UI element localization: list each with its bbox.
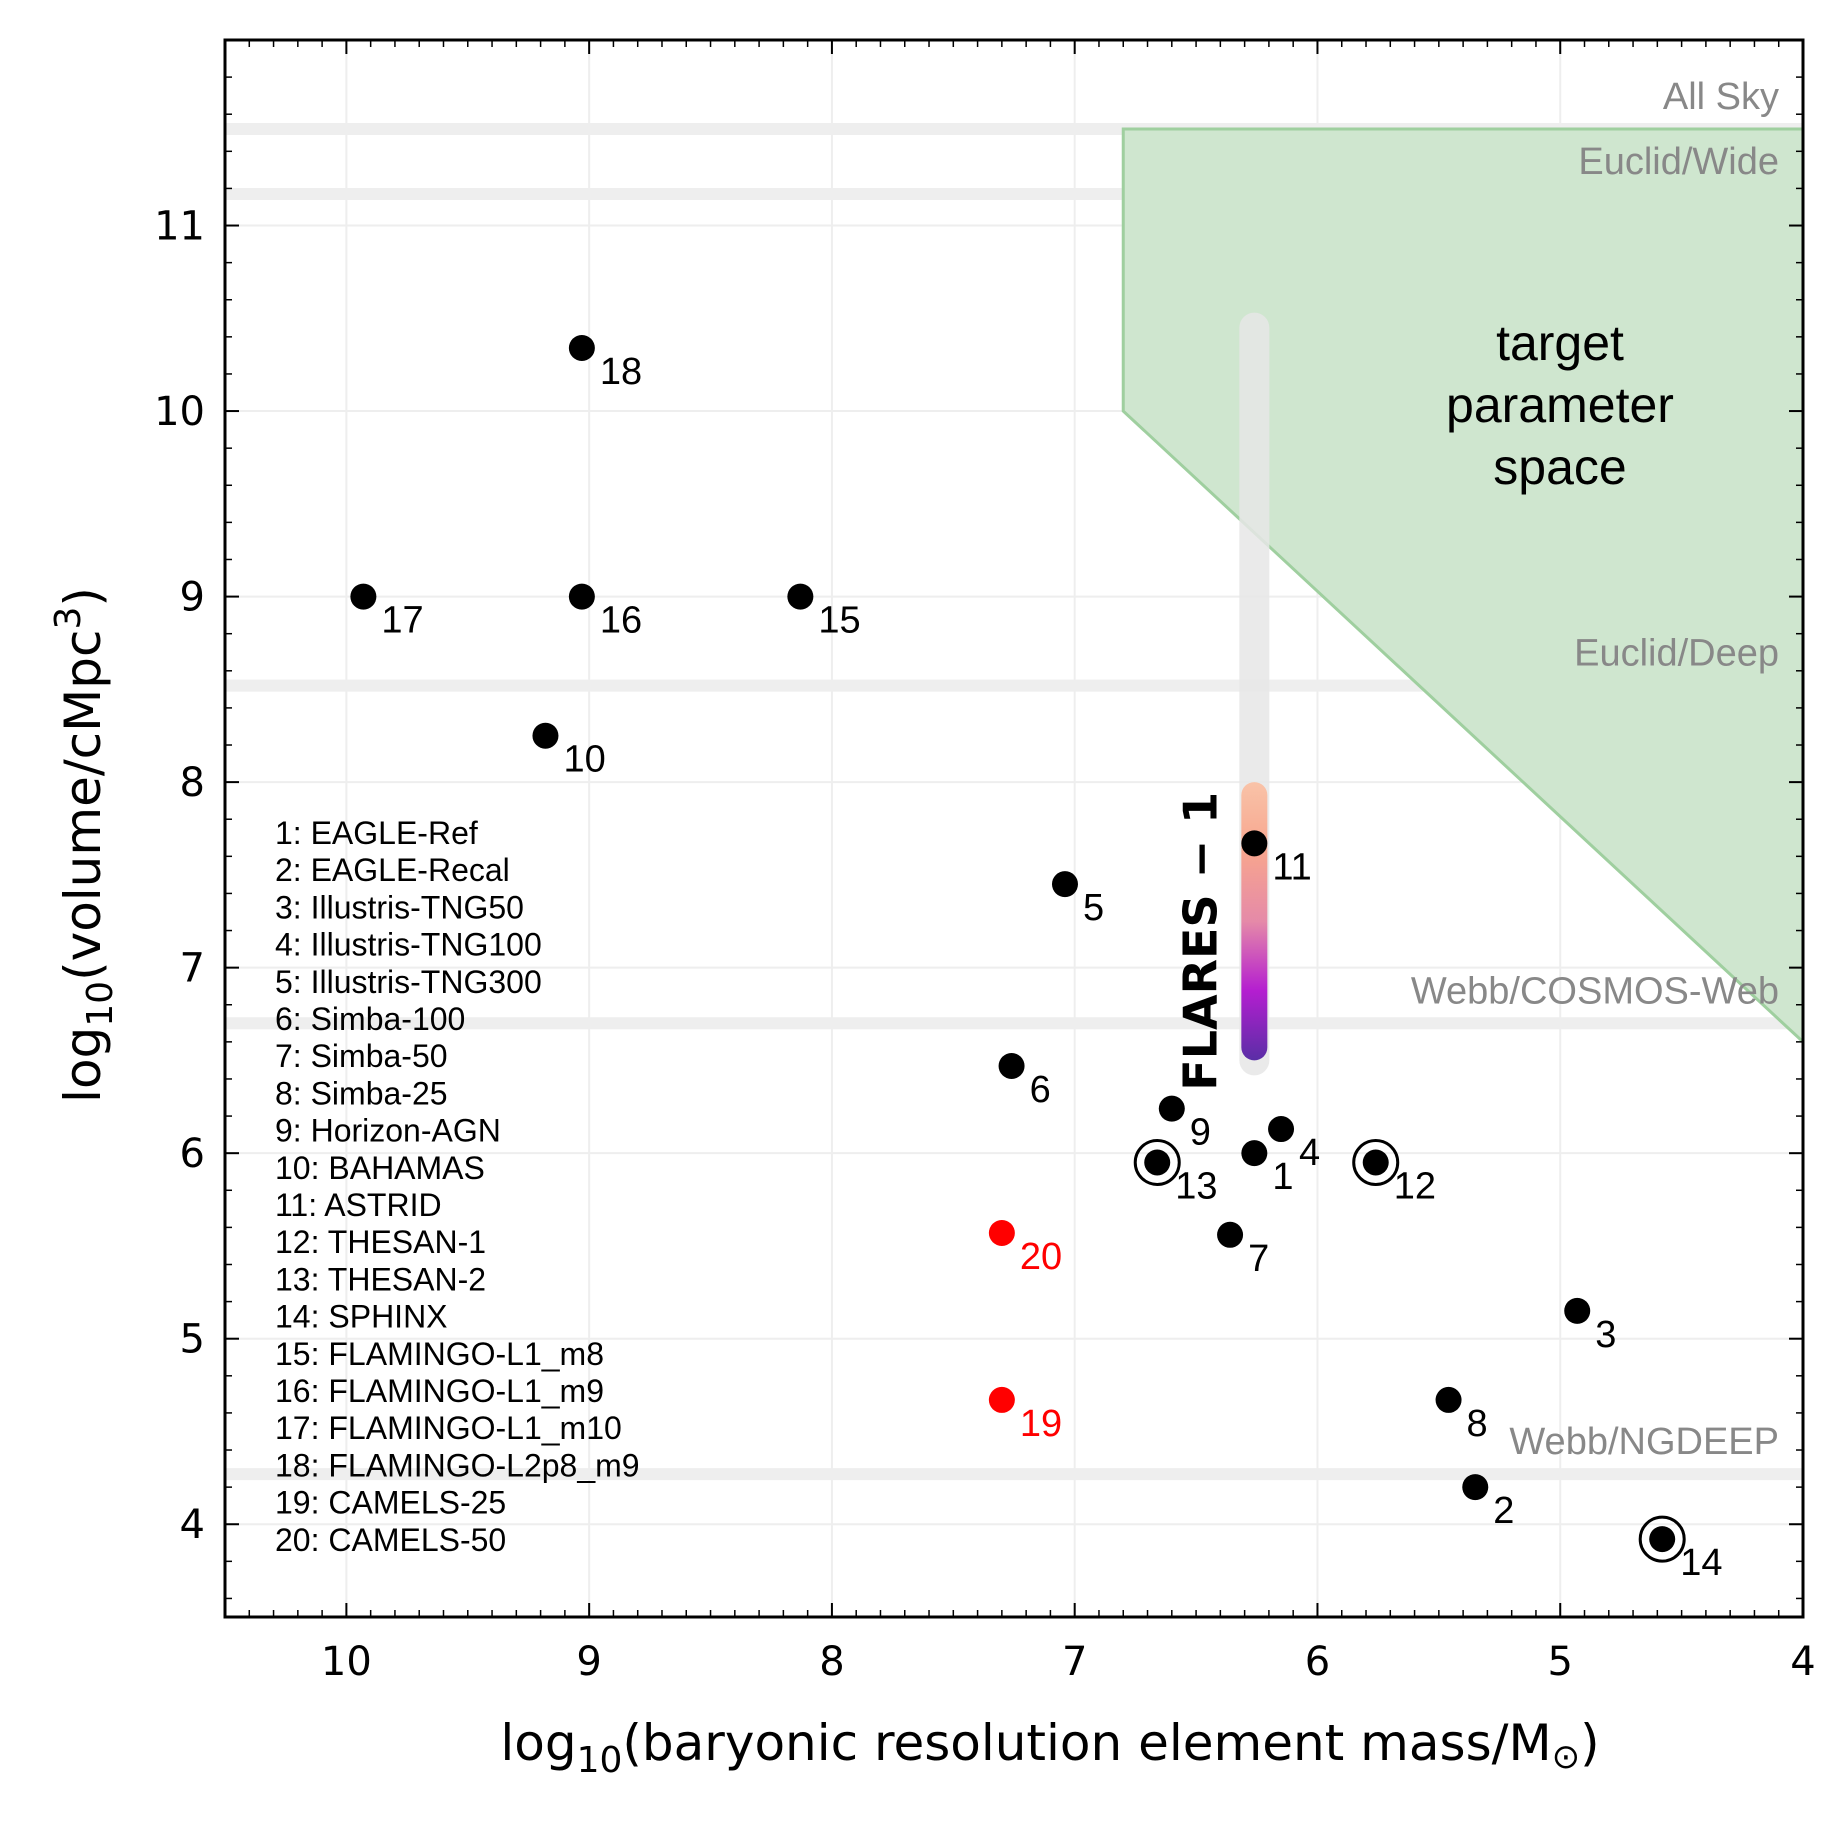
legend-entry: 7: Simba-50: [275, 1038, 448, 1074]
data-point: [1241, 1140, 1268, 1167]
x-tick-label: 10: [321, 1639, 372, 1685]
data-point-label: 20: [1020, 1236, 1062, 1278]
data-point-label: 9: [1190, 1112, 1211, 1154]
target-region-label: parameter: [1446, 377, 1674, 433]
data-point-ring: [1638, 1515, 1686, 1563]
legend-entry: 15: FLAMINGO-L1_m8: [275, 1336, 604, 1372]
data-point-label: 15: [818, 600, 860, 642]
survey-label: Euclid/Deep: [1574, 633, 1779, 675]
target-region-label: space: [1493, 439, 1626, 495]
y-tick-label: 6: [180, 1131, 205, 1177]
y-tick-label: 4: [180, 1502, 205, 1548]
target-parameter-space: target parameter space: [1121, 127, 1803, 1044]
data-point: [1217, 1221, 1244, 1248]
y-tick-label: 7: [180, 946, 205, 992]
legend-entry: 2: EAGLE-Recal: [275, 852, 510, 888]
data-point: [1649, 1526, 1676, 1553]
x-tick-label: 5: [1548, 1639, 1573, 1685]
data-point-ring: [1352, 1138, 1400, 1186]
y-axis-title: log10(volume/cMpc3): [48, 587, 121, 1103]
data-point: [1362, 1149, 1389, 1176]
legend-entry: 20: CAMELS-50: [275, 1522, 506, 1558]
data-point: [988, 1219, 1015, 1246]
x-tick-label: 8: [819, 1639, 844, 1685]
data-point-label: 1: [1272, 1156, 1293, 1198]
data-point: [568, 583, 595, 610]
data-point-label: 19: [1020, 1403, 1062, 1445]
y-tick-label: 8: [180, 760, 205, 806]
data-point: [1268, 1116, 1295, 1143]
data-point-label: 11: [1272, 846, 1311, 888]
legend-entry: 1: EAGLE-Ref: [275, 815, 478, 851]
data-point-label: 17: [381, 600, 423, 642]
data-point: [988, 1386, 1015, 1413]
data-point-label: 14: [1680, 1542, 1722, 1584]
y-tick-label: 5: [180, 1317, 205, 1363]
y-tick-label: 10: [154, 389, 205, 435]
survey-label: Webb/COSMOS-Web: [1411, 970, 1779, 1012]
data-point-label: 6: [1030, 1069, 1051, 1111]
legend-entry: 12: THESAN-1: [275, 1224, 486, 1260]
survey-label: Webb/NGDEEP: [1509, 1421, 1779, 1463]
x-tick-label: 7: [1062, 1639, 1087, 1685]
y-tick-label: 9: [180, 575, 205, 621]
data-point-label: 3: [1595, 1314, 1616, 1356]
legend-entry: 11: ASTRID: [275, 1187, 442, 1223]
data-point: [1564, 1297, 1591, 1324]
legend-entry: 4: Illustris-TNG100: [275, 927, 542, 963]
data-point-label: 5: [1083, 887, 1104, 929]
x-tick-label: 4: [1790, 1639, 1815, 1685]
data-point: [1241, 830, 1268, 857]
y-tick-label: 11: [154, 204, 205, 250]
data-point-label: 7: [1248, 1238, 1269, 1280]
flares-gradient-bar: [1241, 782, 1268, 1061]
data-point: [787, 583, 814, 610]
data-point-label: 13: [1175, 1165, 1217, 1207]
data-point: [350, 583, 377, 610]
legend-entry: 6: Simba-100: [275, 1001, 465, 1037]
legend-entry: 3: Illustris-TNG50: [275, 889, 524, 925]
data-point-label: 8: [1467, 1403, 1488, 1445]
axes: All Sky Euclid/Wide Euclid/Deep Webb/COSMOS…: [154, 40, 1816, 1685]
data-point: [1051, 871, 1078, 898]
data-point-label: 18: [600, 351, 642, 393]
plot-frame: [223, 38, 1805, 1619]
legend-entry: 8: Simba-25: [275, 1075, 448, 1111]
data-point: [1158, 1095, 1185, 1122]
data-point: [1462, 1474, 1489, 1501]
legend-entry: 17: FLAMINGO-L1_m10: [275, 1410, 622, 1446]
data-point-ring: [1133, 1138, 1181, 1186]
target-region-shape: [1121, 127, 1803, 1044]
data-point-label: 2: [1493, 1490, 1514, 1532]
data-point: [568, 334, 595, 361]
legend-entry: 14: SPHINX: [275, 1299, 448, 1335]
legend-entry: 16: FLAMINGO-L1_m9: [275, 1373, 604, 1409]
legend-entry: 5: Illustris-TNG300: [275, 964, 542, 1000]
data-point: [1144, 1149, 1171, 1176]
x-axis-title: log10(baryonic resolution element mass/M…: [500, 1714, 1599, 1781]
data-point-label: 12: [1394, 1165, 1436, 1207]
data-point-label: 4: [1299, 1132, 1320, 1174]
legend-entry: 10: BAHAMAS: [275, 1150, 485, 1186]
legend-entry: 9: Horizon-AGN: [275, 1113, 501, 1149]
data-point: [1435, 1386, 1462, 1413]
data-point: [998, 1052, 1025, 1079]
x-tick-label: 6: [1305, 1639, 1330, 1685]
x-tick-label: 9: [576, 1639, 601, 1685]
legend-entry: 13: THESAN-2: [275, 1261, 486, 1297]
flares-label: FLARES − 1: [1173, 792, 1227, 1091]
target-region-label: target: [1496, 315, 1624, 371]
legend-entry: 19: CAMELS-25: [275, 1485, 506, 1521]
data-point: [532, 722, 559, 749]
data-point-label: 16: [600, 600, 642, 642]
data-point-label: 10: [563, 739, 605, 781]
legend-entry: 18: FLAMINGO-L2p8_m9: [275, 1447, 640, 1483]
survey-label: Euclid/Wide: [1578, 141, 1779, 183]
survey-label: All Sky: [1663, 76, 1779, 118]
